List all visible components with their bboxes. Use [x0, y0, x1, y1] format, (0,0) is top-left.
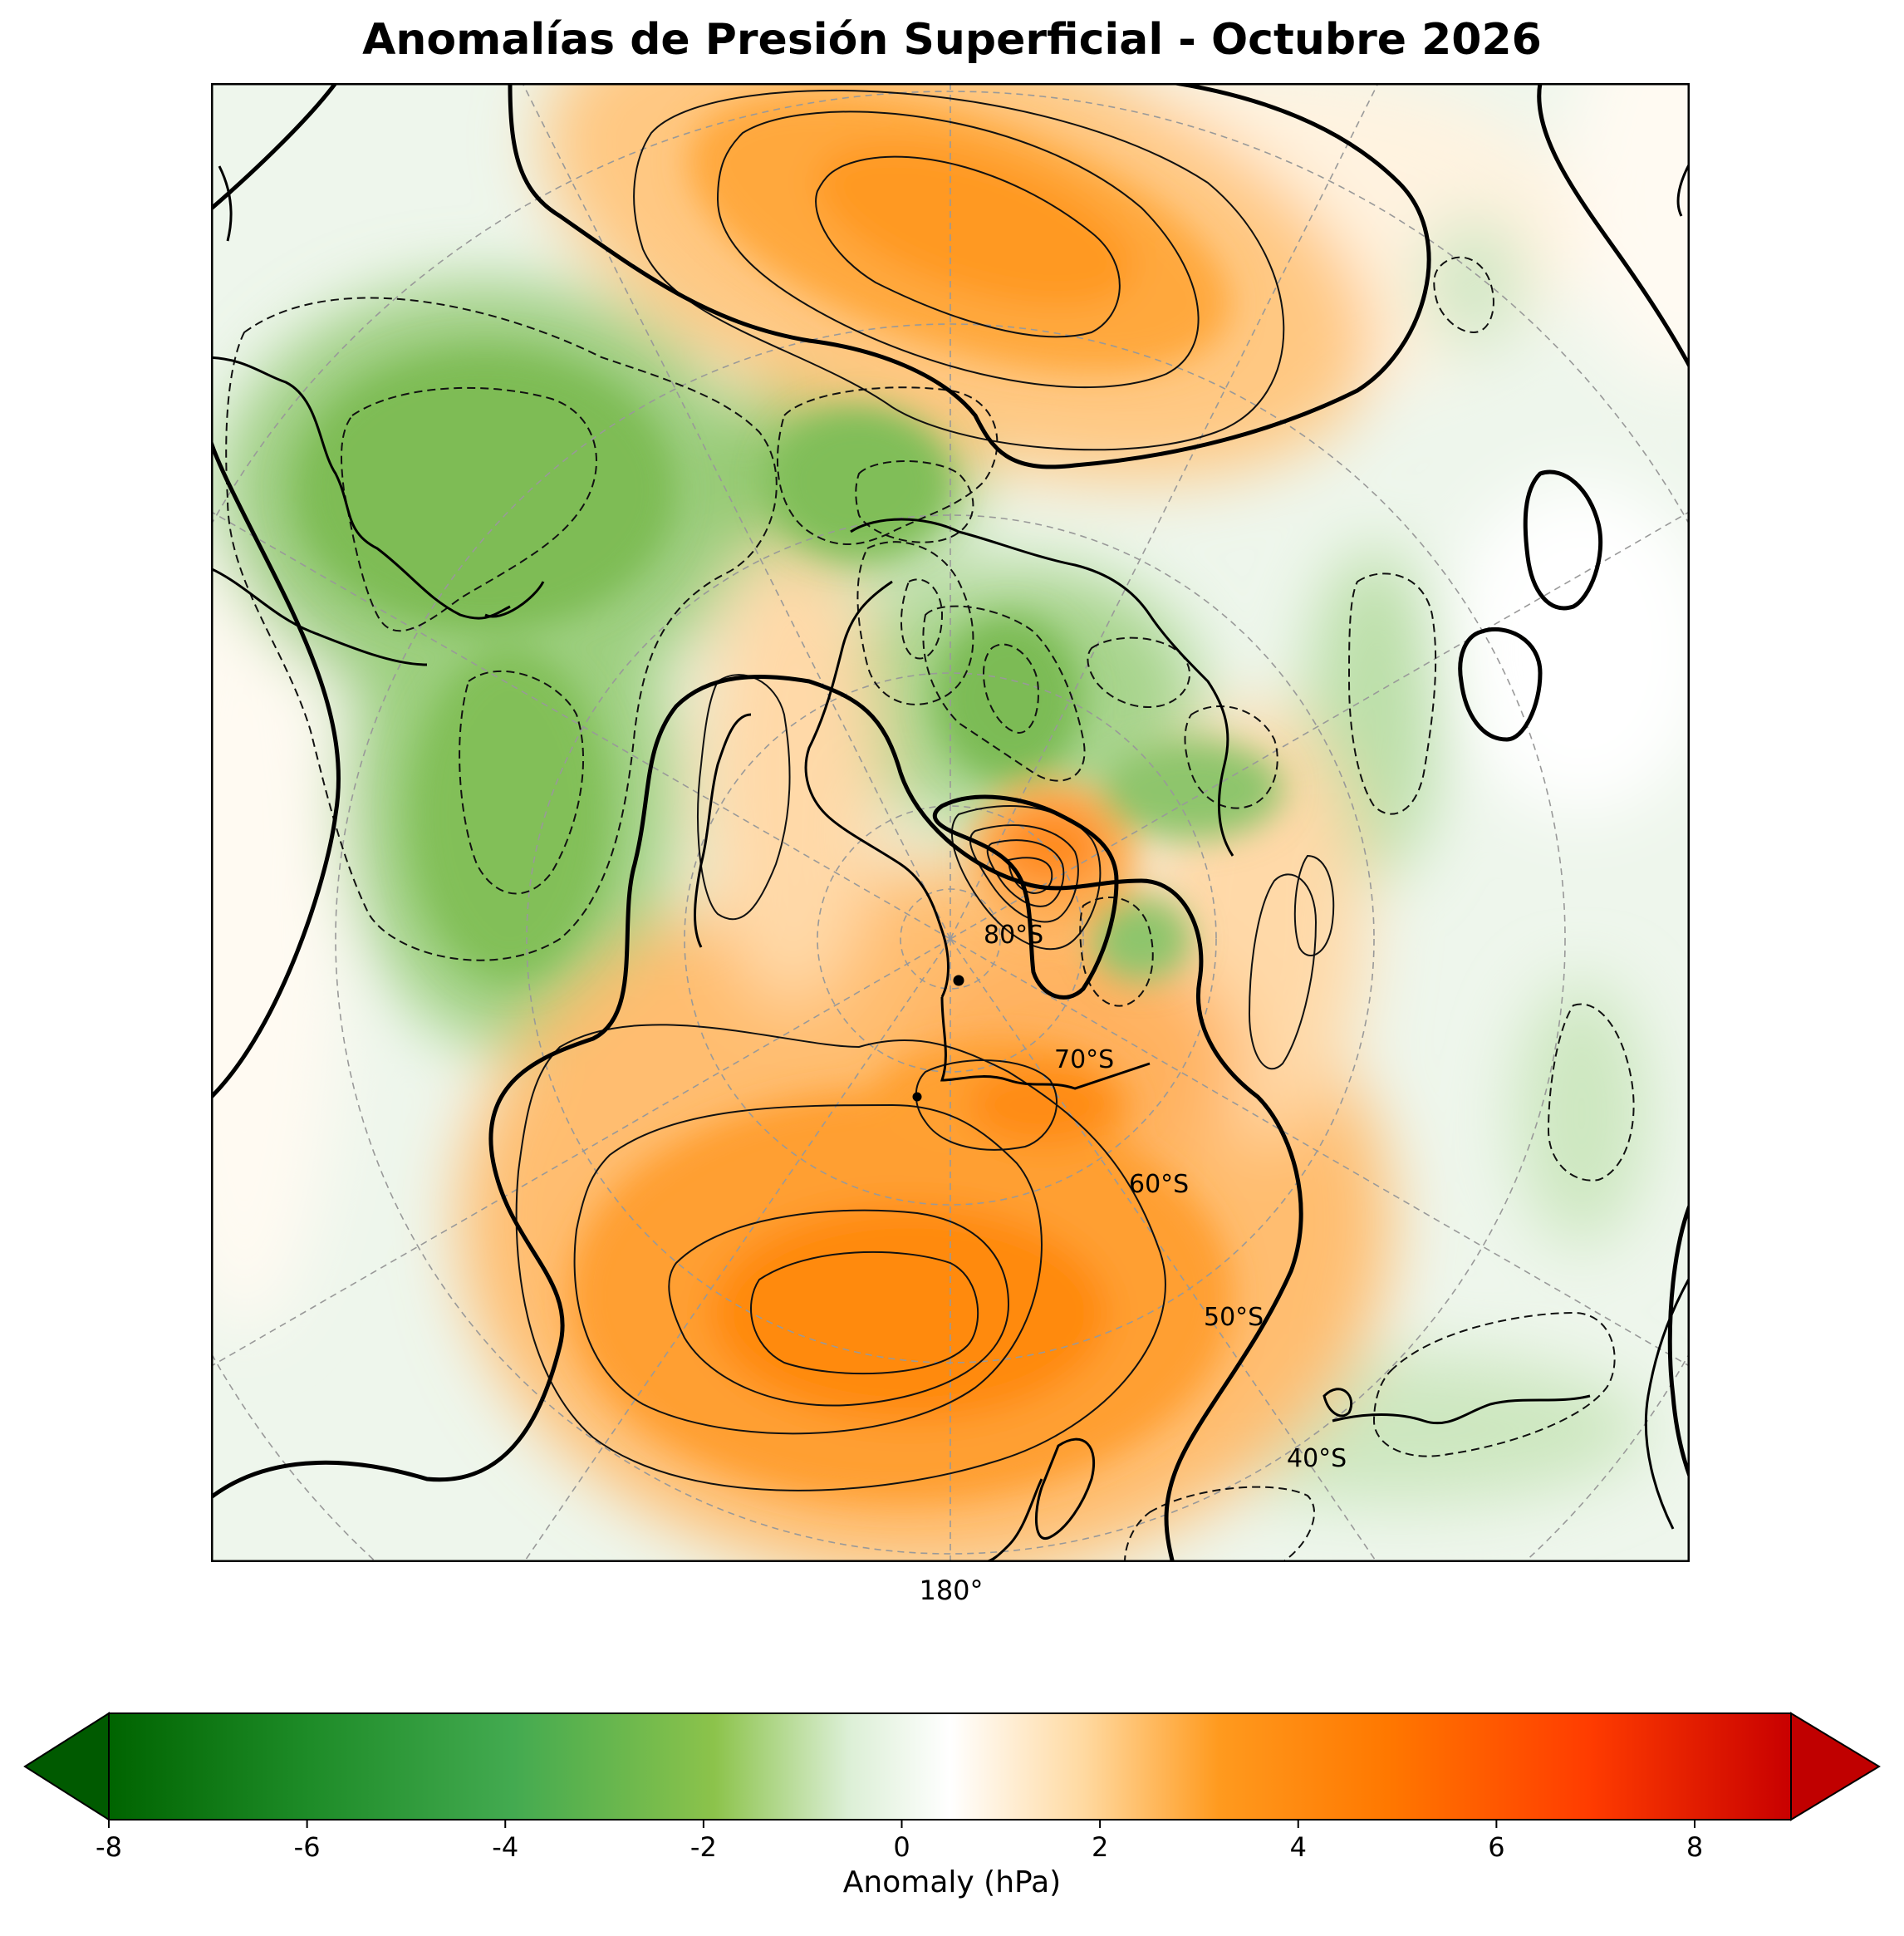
colorbar-extend-low: [23, 1712, 110, 1821]
graticule: [211, 83, 1690, 1562]
negative-contours: [225, 256, 1635, 1562]
colorbar-label: Anomaly (hPa): [842, 1865, 1062, 1899]
colorbar-extend-high: [1790, 1712, 1881, 1821]
lat-label-60: 60°S: [1129, 1170, 1189, 1199]
coastlines: [211, 160, 1690, 1562]
colorbar-tick-label: 0: [893, 1831, 910, 1863]
zero-contours: [211, 83, 1690, 1562]
colorbar-tick-label: 4: [1290, 1831, 1307, 1863]
colorbar-tick-label: 2: [1092, 1831, 1108, 1863]
map-frame: [211, 83, 1690, 1562]
map-panel: 80°S 70°S 60°S 50°S 40°S: [211, 83, 1690, 1562]
colorbar: -8 -6 -4 -2 0 2 4 6 8: [23, 1712, 1881, 1863]
colorbar-tick-label: 8: [1686, 1831, 1703, 1863]
map-title: Anomalías de Presión Superficial - Octub…: [362, 15, 1542, 65]
lat-label-80: 80°S: [984, 921, 1043, 950]
lat-label-50: 50°S: [1204, 1303, 1264, 1332]
longitude-label: 180°: [919, 1575, 984, 1606]
colorbar-tick-label: -2: [690, 1831, 717, 1863]
lat-label-40: 40°S: [1287, 1444, 1347, 1473]
colorbar-tick-label: -4: [492, 1831, 518, 1863]
positive-contours: [515, 90, 1335, 1491]
colorbar-gradient: [108, 1712, 1792, 1821]
colorbar-tick-label: -8: [96, 1831, 122, 1863]
lat-label-70: 70°S: [1054, 1045, 1114, 1074]
colorbar-tick-label: 6: [1488, 1831, 1504, 1863]
colorbar-tick-label: -6: [294, 1831, 321, 1863]
